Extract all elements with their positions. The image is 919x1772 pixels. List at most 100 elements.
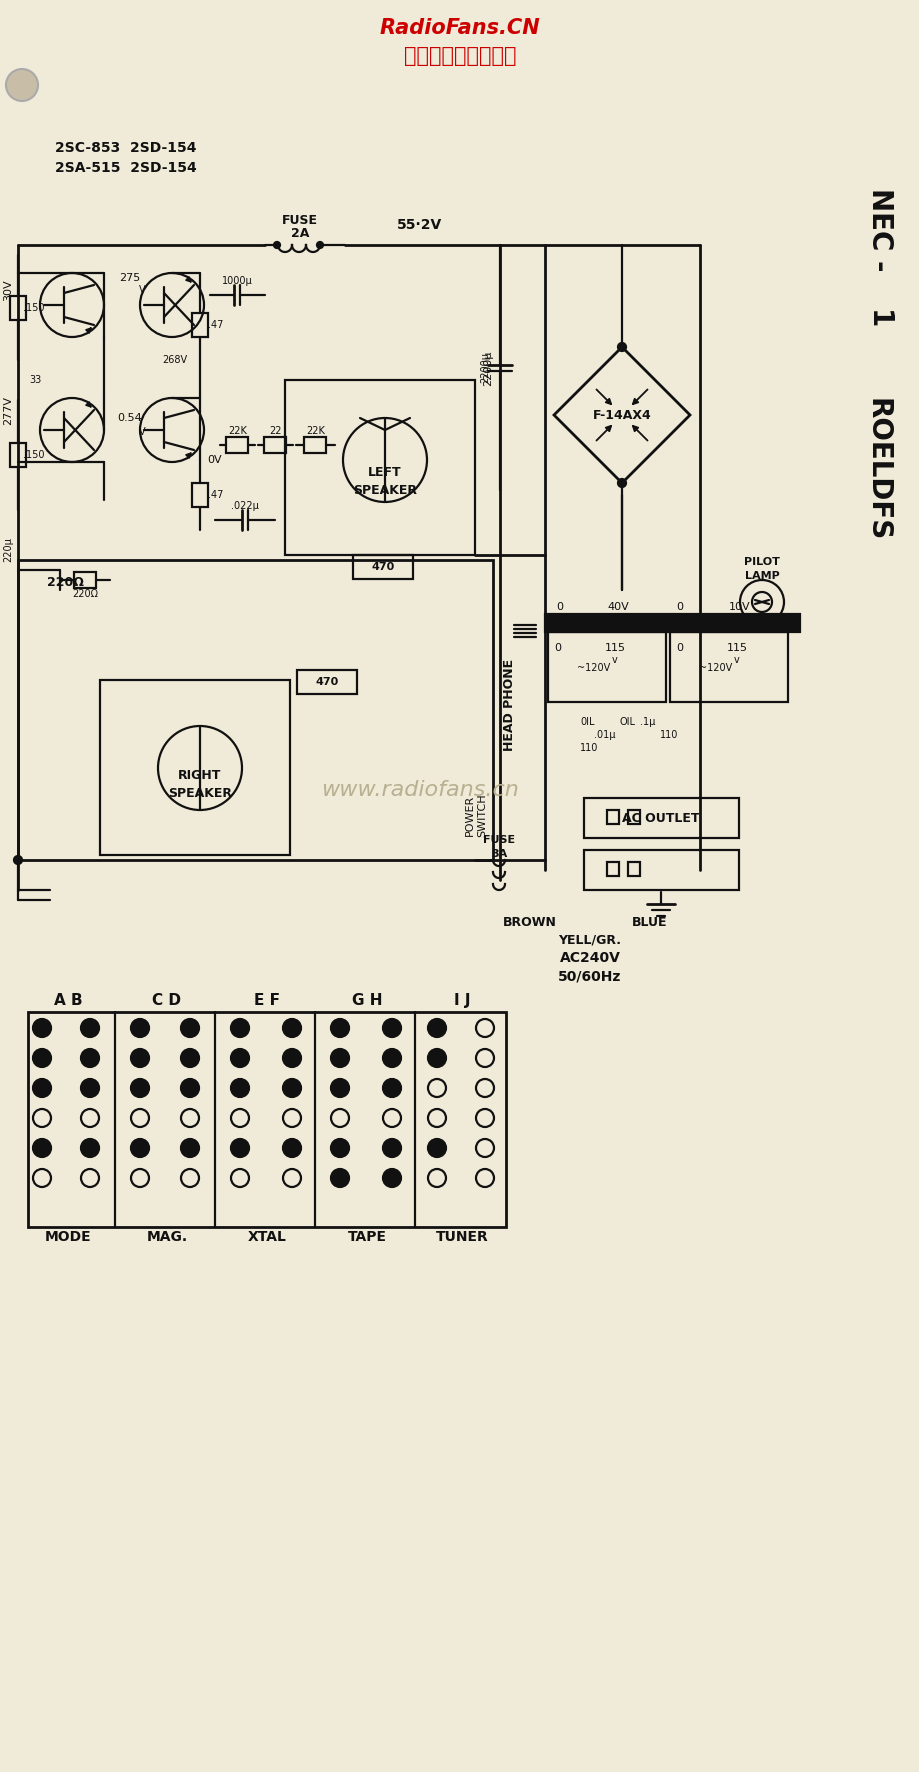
- Circle shape: [231, 1170, 249, 1187]
- Circle shape: [382, 1139, 401, 1157]
- Text: LAMP: LAMP: [743, 571, 778, 581]
- Text: v: v: [733, 656, 739, 664]
- Circle shape: [382, 1079, 401, 1097]
- Text: 277V: 277V: [3, 395, 13, 425]
- Circle shape: [427, 1170, 446, 1187]
- Text: G H: G H: [351, 992, 381, 1008]
- Circle shape: [181, 1019, 199, 1037]
- Text: C D: C D: [153, 992, 181, 1008]
- Circle shape: [475, 1170, 494, 1187]
- Text: 110: 110: [659, 730, 677, 741]
- Text: .01μ: .01μ: [594, 730, 615, 741]
- Circle shape: [331, 1019, 348, 1037]
- Circle shape: [181, 1079, 199, 1097]
- Bar: [285, 379, 474, 555]
- Circle shape: [231, 1079, 249, 1097]
- Text: 33: 33: [28, 376, 41, 385]
- Text: 115: 115: [604, 643, 625, 654]
- Circle shape: [283, 1079, 301, 1097]
- Text: E F: E F: [254, 992, 279, 1008]
- Text: RadioFans.CN: RadioFans.CN: [380, 18, 539, 37]
- Circle shape: [331, 1079, 348, 1097]
- Circle shape: [475, 1019, 494, 1037]
- Text: FUSE: FUSE: [482, 835, 515, 845]
- Bar: [192, 314, 208, 337]
- Text: MAG.: MAG.: [146, 1230, 187, 1244]
- Bar: [548, 633, 665, 702]
- Text: 0IL: 0IL: [579, 718, 594, 727]
- Text: A B: A B: [53, 992, 82, 1008]
- Circle shape: [475, 1139, 494, 1157]
- Bar: [304, 438, 326, 454]
- Text: 收音机爱好者资料库: 收音机爱好者资料库: [403, 46, 516, 66]
- Circle shape: [427, 1049, 446, 1067]
- Bar: [18, 560, 493, 859]
- Text: 110: 110: [579, 742, 597, 753]
- Text: 3A: 3A: [491, 849, 506, 859]
- Text: 2200μ: 2200μ: [480, 353, 490, 383]
- Text: 268V: 268V: [163, 354, 187, 365]
- Circle shape: [618, 344, 625, 351]
- Text: RIGHT: RIGHT: [178, 769, 221, 781]
- Text: 115: 115: [726, 643, 746, 654]
- Circle shape: [283, 1049, 301, 1067]
- Text: V: V: [139, 285, 145, 294]
- Text: 2200μ: 2200μ: [482, 351, 493, 386]
- Circle shape: [14, 856, 22, 865]
- Text: 55·2V: 55·2V: [397, 218, 442, 232]
- Circle shape: [283, 1019, 301, 1037]
- Circle shape: [81, 1170, 99, 1187]
- Text: .47: .47: [208, 321, 223, 330]
- Circle shape: [33, 1019, 51, 1037]
- Circle shape: [475, 1079, 494, 1097]
- Circle shape: [81, 1079, 99, 1097]
- Circle shape: [181, 1109, 199, 1127]
- Circle shape: [274, 243, 279, 248]
- Text: 1: 1: [863, 310, 891, 330]
- Bar: [607, 810, 618, 824]
- Text: 22: 22: [269, 425, 281, 436]
- Circle shape: [130, 1049, 149, 1067]
- Text: .150: .150: [23, 303, 45, 312]
- Text: TAPE: TAPE: [347, 1230, 386, 1244]
- Text: www.radiofans.cn: www.radiofans.cn: [321, 780, 518, 799]
- Circle shape: [317, 243, 323, 248]
- Circle shape: [130, 1079, 149, 1097]
- Text: .47: .47: [208, 491, 223, 500]
- Text: BROWN: BROWN: [503, 916, 556, 929]
- Text: 220Ω: 220Ω: [72, 588, 98, 599]
- Text: SPEAKER: SPEAKER: [353, 484, 416, 496]
- Circle shape: [475, 1109, 494, 1127]
- Text: 2A: 2A: [290, 227, 309, 239]
- Circle shape: [130, 1139, 149, 1157]
- Text: OIL: OIL: [619, 718, 635, 727]
- Text: MODE: MODE: [45, 1230, 91, 1244]
- Circle shape: [231, 1019, 249, 1037]
- Circle shape: [6, 69, 38, 101]
- Text: .1μ: .1μ: [640, 718, 654, 727]
- Bar: [669, 633, 788, 702]
- Text: ROELDFS: ROELDFS: [863, 399, 891, 542]
- Circle shape: [382, 1109, 401, 1127]
- Text: FUSE: FUSE: [282, 213, 318, 227]
- Circle shape: [33, 1079, 51, 1097]
- Text: 50/60Hz: 50/60Hz: [558, 969, 621, 983]
- Circle shape: [181, 1170, 199, 1187]
- Circle shape: [427, 1019, 446, 1037]
- Text: ~120V: ~120V: [698, 663, 732, 673]
- Text: v: v: [611, 656, 618, 664]
- Text: AC OUTLET: AC OUTLET: [621, 812, 699, 824]
- Text: 0V: 0V: [208, 455, 222, 464]
- Bar: [584, 797, 738, 838]
- Text: 1000μ: 1000μ: [221, 276, 253, 285]
- Text: 22K: 22K: [228, 425, 246, 436]
- Circle shape: [283, 1109, 301, 1127]
- Circle shape: [33, 1109, 51, 1127]
- Text: POWER: POWER: [464, 794, 474, 836]
- Circle shape: [427, 1109, 446, 1127]
- Bar: [74, 572, 96, 588]
- Text: 22K: 22K: [306, 425, 324, 436]
- Circle shape: [81, 1109, 99, 1127]
- Text: 0.54: 0.54: [118, 413, 142, 424]
- Circle shape: [618, 478, 625, 487]
